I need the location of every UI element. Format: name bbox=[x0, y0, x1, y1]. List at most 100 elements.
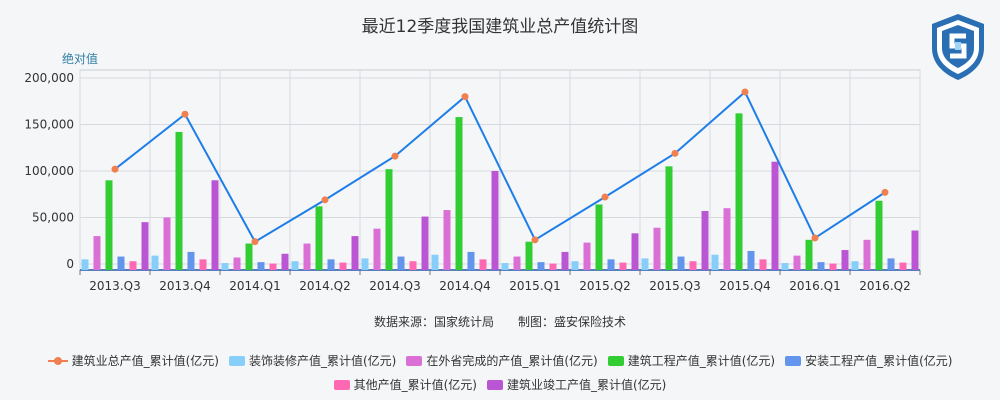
x-tick-label: 2016.Q2 bbox=[859, 279, 910, 293]
bar bbox=[711, 254, 719, 270]
line-point bbox=[881, 188, 889, 196]
bar bbox=[421, 216, 429, 270]
bar bbox=[491, 171, 499, 270]
bar bbox=[291, 261, 299, 270]
chart-title: 最近12季度我国建筑业总产值统计图 bbox=[361, 17, 639, 37]
y-tick-label: 200,000 bbox=[24, 71, 74, 85]
source-note: 数据来源：国家统计局 制图：盛安保险技术 bbox=[373, 315, 626, 329]
legend-item[interactable]: 安装工程产值_累计值(亿元) bbox=[785, 352, 952, 369]
legend-label: 其他产值_累计值(亿元) bbox=[353, 378, 477, 392]
bar bbox=[175, 131, 183, 270]
line-point bbox=[251, 238, 259, 246]
line-point bbox=[671, 149, 679, 157]
bar bbox=[911, 230, 919, 270]
bar bbox=[269, 263, 277, 270]
bar bbox=[793, 255, 801, 270]
line-point bbox=[111, 165, 119, 173]
bar bbox=[571, 261, 579, 270]
bar bbox=[631, 233, 639, 270]
bar bbox=[361, 258, 369, 270]
legend-swatch bbox=[607, 356, 624, 366]
bar bbox=[747, 250, 755, 270]
legend-label: 装饰装修产值_累计值(亿元) bbox=[248, 354, 397, 368]
line-point bbox=[531, 236, 539, 244]
bar bbox=[841, 250, 849, 270]
x-tick-label: 2015.Q3 bbox=[649, 279, 700, 293]
line-point bbox=[391, 152, 399, 160]
bar bbox=[467, 251, 475, 270]
bar bbox=[851, 261, 859, 270]
x-tick-label: 2014.Q3 bbox=[369, 279, 420, 293]
bar bbox=[665, 166, 673, 270]
y-axis-label: 绝对值 bbox=[62, 52, 99, 66]
bar bbox=[735, 113, 743, 270]
legend-label: 建筑业竣工产值_累计值(亿元) bbox=[507, 378, 667, 392]
legend-line-swatch bbox=[47, 356, 68, 366]
bar bbox=[105, 180, 113, 270]
bar bbox=[525, 241, 533, 270]
bar bbox=[245, 243, 253, 270]
legend-label: 建筑业总产值_累计值(亿元) bbox=[71, 354, 219, 368]
bar bbox=[653, 227, 661, 270]
bar bbox=[431, 254, 439, 270]
y-tick-label: 50,000 bbox=[32, 211, 74, 225]
bar bbox=[607, 259, 615, 270]
bar bbox=[455, 117, 463, 270]
legend-item[interactable]: 建筑工程产值_累计值(亿元) bbox=[607, 352, 775, 369]
x-tick-label: 2015.Q1 bbox=[509, 279, 560, 293]
bar bbox=[689, 261, 697, 270]
bar bbox=[805, 239, 813, 270]
legend-item[interactable]: 其他产值_累计值(亿元) bbox=[333, 376, 477, 393]
bar bbox=[619, 262, 627, 270]
legend-item[interactable]: 建筑业总产值_累计值(亿元) bbox=[47, 352, 219, 369]
legend-row-2: 其他产值_累计值(亿元) 建筑业竣工产值_累计值(亿元) bbox=[0, 376, 1000, 393]
bar bbox=[129, 261, 137, 270]
legend-label: 在外省完成的产值_累计值(亿元) bbox=[426, 354, 598, 368]
legend-item[interactable]: 建筑业竣工产值_累计值(亿元) bbox=[487, 376, 666, 393]
legend-label: 安装工程产值_累计值(亿元) bbox=[805, 354, 953, 368]
line-point bbox=[461, 93, 469, 101]
x-tick-label: 2013.Q3 bbox=[89, 279, 140, 293]
bar bbox=[479, 259, 487, 270]
bar bbox=[537, 262, 545, 270]
bar bbox=[151, 255, 159, 270]
bar bbox=[373, 228, 381, 270]
x-tick-label: 2016.Q1 bbox=[789, 279, 840, 293]
bar bbox=[351, 236, 359, 270]
bar bbox=[781, 263, 789, 270]
bar bbox=[303, 243, 311, 270]
bar bbox=[117, 256, 125, 270]
bar bbox=[233, 257, 241, 270]
bar bbox=[583, 242, 591, 270]
total-output-line bbox=[114, 90, 886, 244]
bar bbox=[771, 161, 779, 270]
line-point bbox=[811, 234, 819, 242]
bar bbox=[385, 169, 393, 270]
bar bbox=[595, 204, 603, 270]
bar bbox=[163, 217, 171, 270]
line-point bbox=[601, 193, 609, 201]
bar bbox=[549, 263, 557, 270]
bar bbox=[677, 256, 685, 270]
y-tick-label: 100,000 bbox=[24, 164, 74, 178]
bar bbox=[93, 236, 101, 270]
bar bbox=[199, 259, 207, 270]
legend-item[interactable]: 在外省完成的产值_累计值(亿元) bbox=[406, 352, 598, 369]
bar bbox=[315, 206, 323, 270]
bar bbox=[397, 256, 405, 270]
bar bbox=[339, 262, 347, 270]
legend-swatch bbox=[406, 356, 423, 366]
x-tick-label: 2015.Q4 bbox=[719, 279, 770, 293]
shield-logo-icon bbox=[932, 14, 984, 80]
bar bbox=[759, 259, 767, 270]
bar bbox=[501, 263, 509, 270]
bar bbox=[561, 251, 569, 270]
bar bbox=[863, 239, 871, 270]
legend-item[interactable]: 装饰装修产值_累计值(亿元) bbox=[228, 352, 397, 369]
x-tick-label: 2015.Q2 bbox=[579, 279, 630, 293]
bar bbox=[887, 258, 895, 270]
legend-swatch bbox=[487, 380, 503, 390]
line-point bbox=[181, 110, 189, 118]
bar bbox=[829, 263, 837, 270]
